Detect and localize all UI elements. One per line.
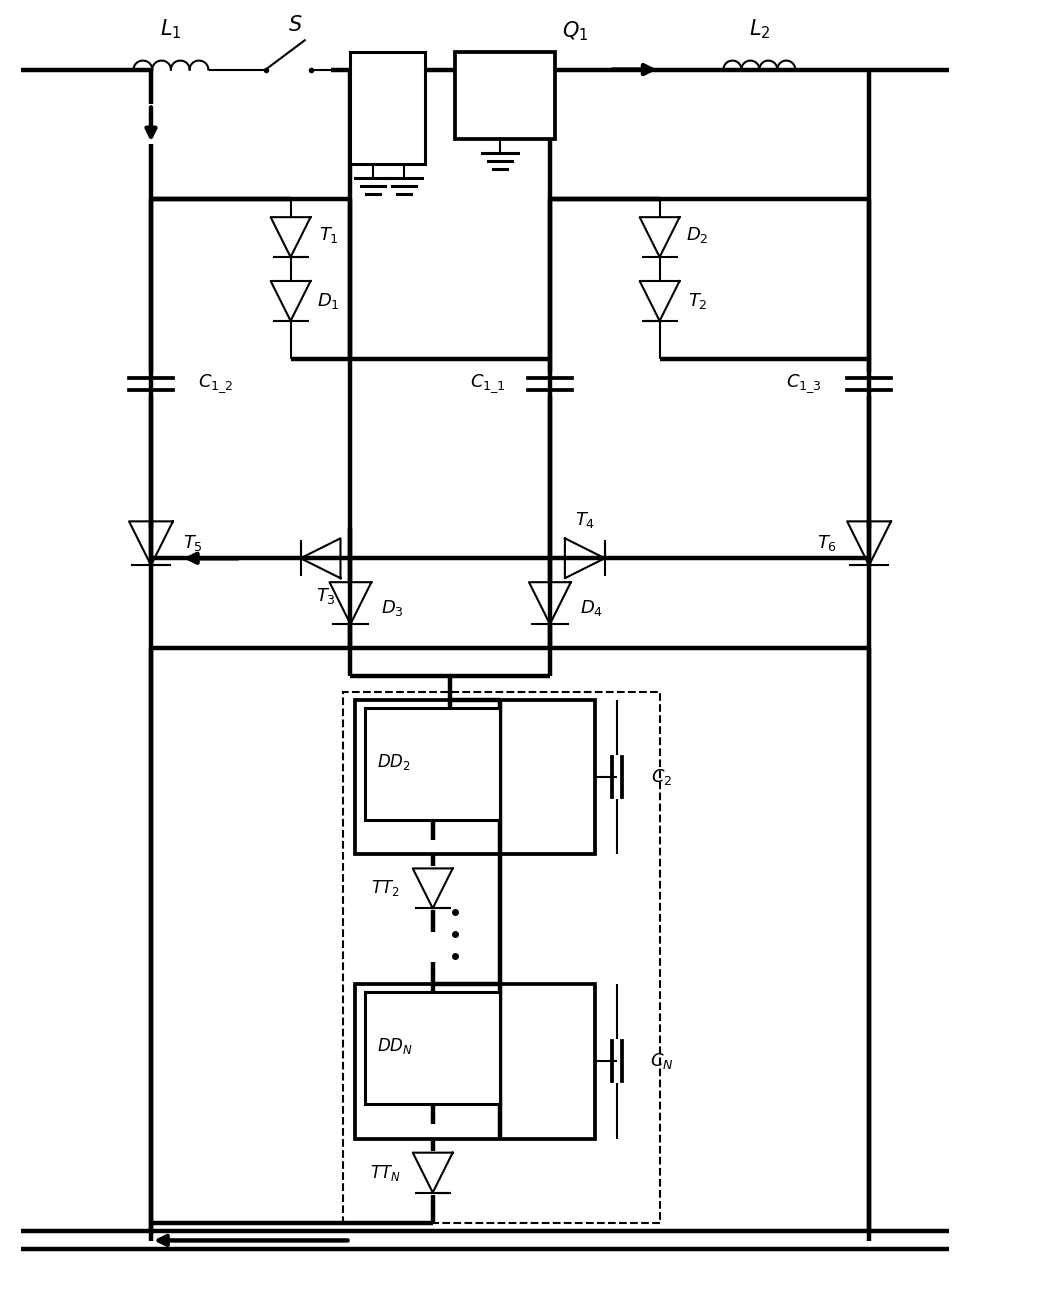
Text: $Q_1$: $Q_1$: [562, 20, 588, 43]
Bar: [355, 700, 595, 854]
Bar: [344, 692, 659, 1223]
Text: $C_N$: $C_N$: [650, 1052, 674, 1071]
Text: $T_1$: $T_1$: [319, 225, 338, 245]
Text: $T_6$: $T_6$: [817, 534, 838, 553]
Bar: [351, 51, 426, 165]
Bar: [456, 51, 555, 140]
Bar: [365, 708, 500, 820]
Text: $D_4$: $D_4$: [580, 598, 603, 619]
Text: $L_1$: $L_1$: [160, 18, 182, 42]
Text: $C_{1\_2}$: $C_{1\_2}$: [198, 373, 234, 395]
Text: $D_2$: $D_2$: [686, 225, 709, 245]
Text: $C_2$: $C_2$: [651, 768, 673, 787]
Bar: [365, 991, 500, 1104]
Text: $T_3$: $T_3$: [316, 586, 335, 606]
Text: $TT_2$: $TT_2$: [371, 879, 400, 899]
Text: $TT_N$: $TT_N$: [370, 1163, 401, 1182]
Text: $DD_2$: $DD_2$: [378, 752, 411, 772]
Text: $C_{1\_3}$: $C_{1\_3}$: [787, 373, 822, 395]
Text: $L_2$: $L_2$: [748, 18, 770, 42]
Text: $C_{1\_1}$: $C_{1\_1}$: [470, 373, 506, 395]
Text: $T_5$: $T_5$: [183, 534, 202, 553]
Bar: [355, 984, 595, 1139]
Text: $DD_N$: $DD_N$: [378, 1036, 413, 1056]
Text: $D_1$: $D_1$: [318, 290, 339, 311]
Text: $T_4$: $T_4$: [575, 510, 595, 530]
Text: $D_3$: $D_3$: [381, 598, 404, 619]
Text: $S$: $S$: [289, 14, 303, 35]
Text: $T_2$: $T_2$: [687, 290, 707, 311]
